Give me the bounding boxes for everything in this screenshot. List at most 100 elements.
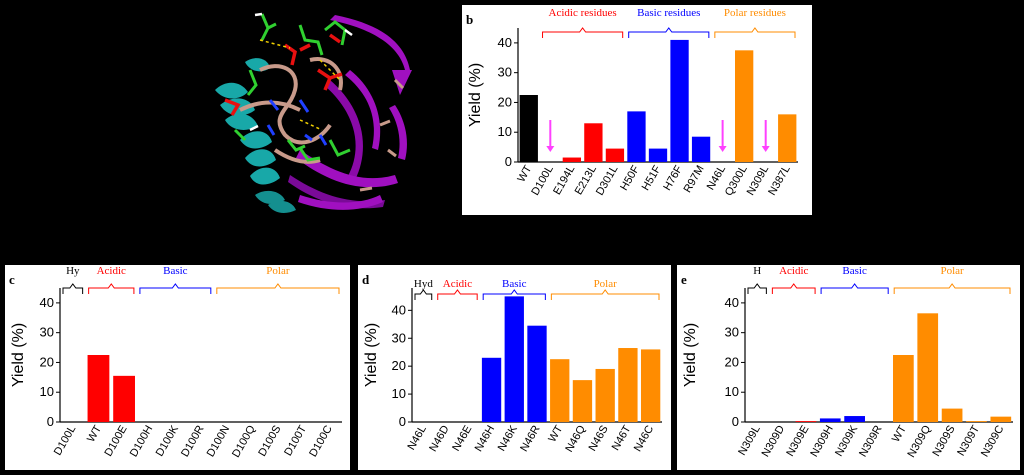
- bar-n46t: [618, 348, 638, 422]
- bar-e194l: [562, 157, 581, 162]
- sheet-strand: [325, 80, 363, 180]
- group-label: Acidic residues: [549, 7, 617, 19]
- group-bracket: [771, 283, 816, 294]
- group-label: Acidic: [97, 265, 126, 277]
- y-tick-label: 20: [725, 354, 739, 369]
- y-tick-label: 20: [40, 354, 54, 369]
- sticks-white: [249, 12, 353, 132]
- coil: [239, 100, 301, 112]
- helix: [255, 190, 296, 213]
- bar-r97m: [691, 136, 711, 162]
- y-tick-label: 20: [392, 358, 406, 373]
- bar-n46r: [527, 325, 547, 422]
- bar-wt: [519, 95, 538, 162]
- bar-n309e: [795, 421, 817, 422]
- group-label: Hy: [66, 265, 80, 277]
- bar-n309k: [844, 416, 865, 422]
- bar-n309h: [819, 418, 841, 422]
- bar-n46q: [572, 380, 593, 422]
- y-axis-label: Yield (%): [10, 323, 27, 387]
- bar-q300l: [735, 50, 754, 163]
- group-label: Basic: [502, 278, 527, 290]
- bar-n309c: [990, 416, 1012, 422]
- group-bracket: [893, 283, 1011, 294]
- arrow-head: [761, 146, 770, 152]
- panel-label: b: [466, 12, 473, 27]
- arrow-head: [718, 146, 727, 152]
- y-tick-label: 30: [725, 325, 739, 340]
- y-tick-label: 30: [40, 325, 54, 340]
- group-label: Acidic: [779, 265, 808, 277]
- y-tick-label: 20: [498, 94, 512, 109]
- group-bracket: [437, 289, 478, 300]
- group-bracket: [414, 289, 433, 300]
- bar-n46k: [504, 296, 524, 422]
- bar-d301l: [605, 148, 625, 162]
- panel-label: e: [681, 272, 687, 287]
- group-label: Polar: [594, 278, 618, 290]
- y-tick-label: 10: [498, 124, 512, 139]
- coil: [309, 57, 343, 91]
- bar-h51f: [648, 148, 668, 162]
- panel-label: c: [9, 272, 15, 287]
- group-label: Polar residues: [724, 7, 786, 19]
- group-label: Hyd: [414, 278, 433, 290]
- y-tick-label: 40: [498, 35, 512, 50]
- y-tick-label: 0: [399, 414, 406, 429]
- sticks-blue: [266, 99, 328, 146]
- y-tick-label: 0: [505, 154, 512, 169]
- group-bracket: [550, 289, 660, 300]
- helix: [240, 131, 280, 185]
- group-label: Basic: [163, 265, 188, 277]
- y-axis-label: Yield (%): [363, 323, 380, 387]
- protein-structure-image: [215, 12, 412, 213]
- y-tick-label: 40: [40, 295, 54, 310]
- group-label: H: [753, 265, 761, 277]
- arrow-head: [546, 146, 555, 152]
- sticks-red: [224, 33, 343, 116]
- y-axis-label: Yield (%): [682, 323, 699, 387]
- sheet-fragments: [359, 78, 405, 192]
- group-label: Basic residues: [637, 7, 700, 19]
- y-tick-label: 0: [47, 414, 54, 429]
- group-label: Polar: [940, 265, 964, 277]
- y-tick-label: 0: [732, 414, 739, 429]
- coil: [273, 148, 321, 164]
- sheet-strand: [296, 150, 398, 188]
- group-bracket: [88, 283, 135, 294]
- y-tick-label: 30: [392, 330, 406, 345]
- group-bracket: [542, 27, 624, 38]
- y-tick-label: 40: [725, 295, 739, 310]
- sheet-strand: [345, 70, 381, 150]
- group-label: Basic: [842, 265, 867, 277]
- y-axis-label: Yield (%): [467, 63, 484, 127]
- sheet-strand: [389, 105, 407, 160]
- bar-n309s: [941, 408, 963, 422]
- bar-n387l: [778, 114, 797, 162]
- bar-wt: [87, 355, 110, 422]
- bar-n46c: [640, 349, 661, 422]
- sticks-green: [233, 13, 351, 162]
- bar-n309q: [917, 313, 939, 422]
- y-tick-label: 10: [40, 384, 54, 399]
- sheet-strand: [298, 195, 383, 210]
- group-bracket: [714, 27, 796, 38]
- bar-d100e: [113, 375, 135, 422]
- bar-h50f: [627, 111, 646, 162]
- group-bracket: [62, 283, 84, 294]
- sheet-strand: [288, 175, 385, 209]
- group-bracket: [820, 283, 889, 294]
- group-bracket: [628, 27, 710, 38]
- group-label: Polar: [266, 265, 290, 277]
- y-tick-label: 10: [392, 386, 406, 401]
- y-tick-label: 40: [392, 302, 406, 317]
- panel-background: [5, 265, 350, 470]
- bar-wt: [550, 359, 570, 422]
- bar-n309t: [966, 421, 987, 422]
- y-tick-label: 30: [498, 65, 512, 80]
- bar-h76f: [670, 39, 689, 162]
